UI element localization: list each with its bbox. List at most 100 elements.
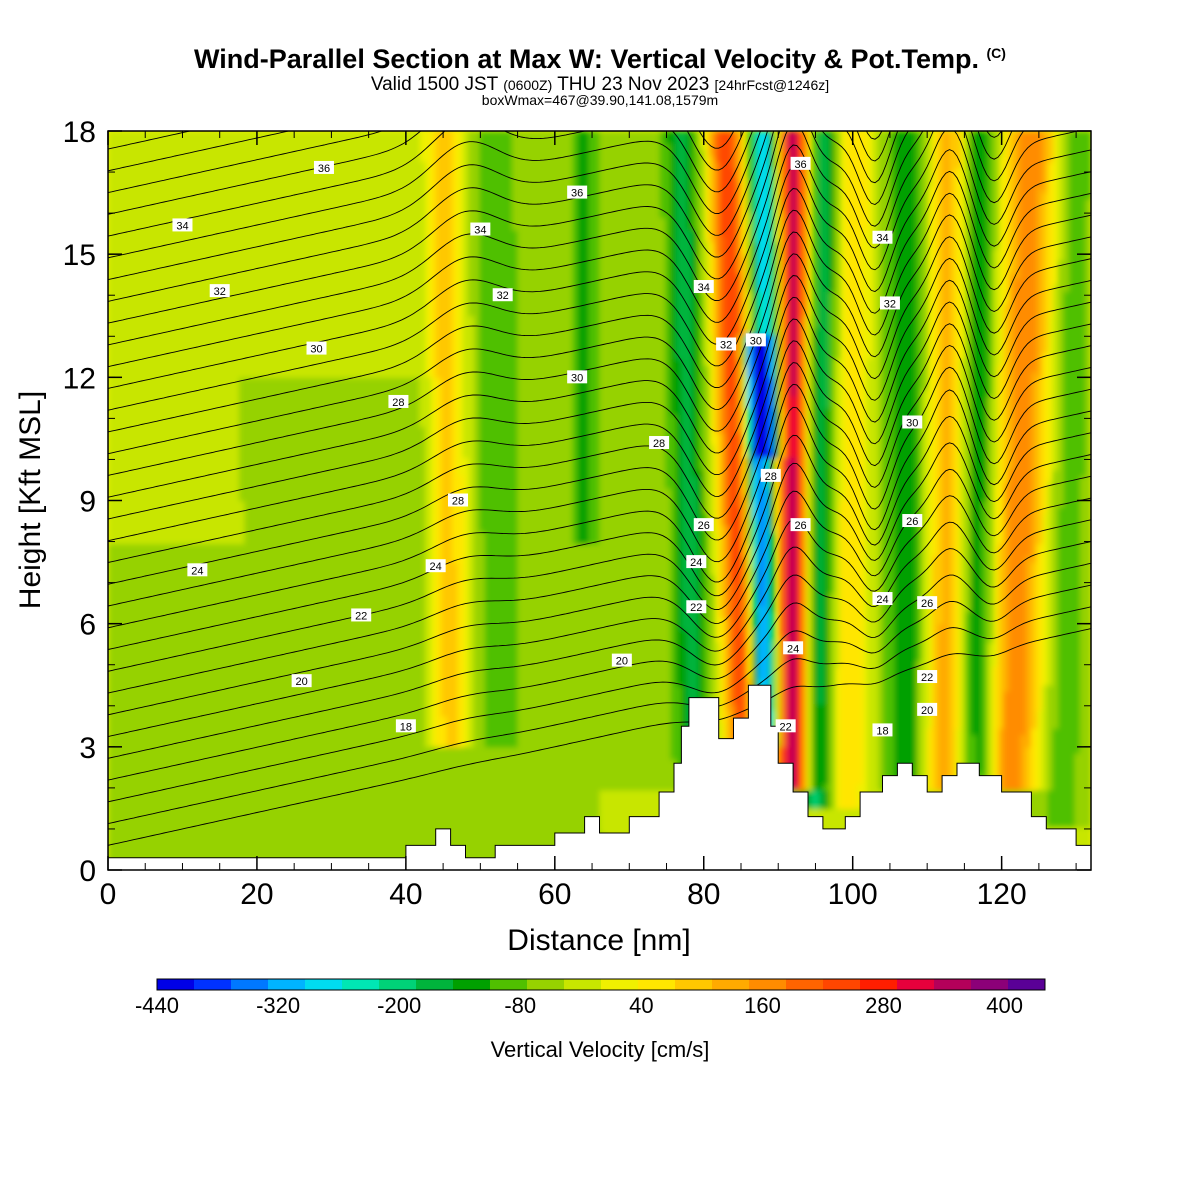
colorbar-swatch <box>305 979 343 990</box>
contour-label: 24 <box>783 641 804 655</box>
colorbar-tick-label: -320 <box>256 993 300 1018</box>
isentrope <box>108 279 1091 520</box>
colorbar-swatch <box>934 979 972 990</box>
colorbar-tick-label: 160 <box>744 993 781 1018</box>
contour-label: 30 <box>306 341 327 356</box>
isentrope <box>108 415 1091 650</box>
colorbar-swatch <box>749 979 787 990</box>
contour-label: 24 <box>686 555 707 569</box>
y-tick-label: 3 <box>79 732 96 765</box>
contour-label: 24 <box>187 563 208 577</box>
contour-label: 34 <box>693 280 714 294</box>
colorbar-swatch <box>231 979 269 990</box>
contour-label: 34 <box>872 230 893 245</box>
y-axis-label: Height [Kft MSL] <box>14 391 47 609</box>
contour-label: 22 <box>351 608 372 622</box>
contour-label: 32 <box>879 296 900 310</box>
isentrope <box>108 468 1091 694</box>
contour-label: 26 <box>693 518 714 532</box>
colorbar-tick-label: 40 <box>629 993 653 1018</box>
isentrope <box>108 236 1091 476</box>
copyright-mark: (C) <box>986 45 1006 61</box>
isentrope <box>108 442 1091 672</box>
isentrope <box>108 323 1091 563</box>
isentrope <box>108 131 193 150</box>
contour-label: 32 <box>716 337 737 351</box>
isentrope <box>108 257 1091 498</box>
valid-prefix: Valid 1500 JST <box>370 74 498 95</box>
valid-zulu: (0600Z) <box>503 77 553 93</box>
isentrope <box>108 131 883 237</box>
colorbar-tick-label: -200 <box>377 993 421 1018</box>
isentrope <box>108 628 1091 846</box>
isentrope <box>108 366 1091 607</box>
contour-label: 36 <box>567 185 588 200</box>
contour-label: 18 <box>872 723 893 737</box>
isentrope <box>108 131 1003 281</box>
colorbar-swatch <box>157 979 195 990</box>
isentrope <box>108 131 1025 324</box>
contour-label: 20 <box>917 702 938 717</box>
isentrope <box>108 495 1091 716</box>
contour-label: 32 <box>209 284 230 298</box>
colorbar-tick-label: -80 <box>504 993 536 1018</box>
colorbar-swatch <box>897 979 935 990</box>
isentrope <box>108 562 1091 781</box>
isentrope <box>108 541 1091 759</box>
isentrope <box>108 584 1091 803</box>
isentrope <box>108 131 735 194</box>
colorbar-swatch <box>416 979 454 990</box>
colorbar-swatch <box>527 979 565 990</box>
contour-labels: 36 36 36 34 34 34 34 32 32 32 32 30 30 30 30 28 28 28 28 26… <box>172 156 938 737</box>
contour-label: 34 <box>470 222 491 237</box>
contour-label: 24 <box>872 592 893 606</box>
colorbar-swatch <box>490 979 528 990</box>
isentrope <box>108 131 1013 302</box>
isentrope <box>108 345 1091 585</box>
contour-label: 26 <box>790 518 811 532</box>
isentrope <box>108 0 1091 127</box>
colorbar-swatch <box>194 979 232 990</box>
colorbar-swatch <box>638 979 676 990</box>
x-tick-label: 100 <box>828 878 878 911</box>
contour-label: 28 <box>649 436 670 450</box>
contour-label: 22 <box>775 719 796 733</box>
y-tick-label: 12 <box>63 362 96 395</box>
colorbar-swatch <box>268 979 306 990</box>
isentrope <box>108 149 1091 389</box>
colorbar-swatch <box>564 979 602 990</box>
isentrope <box>108 131 1081 346</box>
potential-temperature-contours <box>108 0 1091 846</box>
isentrope <box>108 519 1091 738</box>
isentrope <box>108 214 1091 455</box>
y-tick-label: 18 <box>63 116 96 149</box>
contour-label: 36 <box>790 156 811 171</box>
colorbar-tick-label: 400 <box>986 993 1023 1018</box>
colorbar-swatch <box>342 979 380 990</box>
x-tick-label: 80 <box>687 878 720 911</box>
colorbar-swatch <box>601 979 639 990</box>
isentrope <box>108 131 291 172</box>
contour-label: 26 <box>917 596 938 610</box>
contour-label: 30 <box>567 370 588 384</box>
valid-time: Valid 1500 JST (0600Z) THU 23 Nov 2023 [… <box>0 74 1200 96</box>
isentrope <box>108 131 1091 368</box>
x-tick-label: 0 <box>100 878 117 911</box>
contour-label: 28 <box>448 493 469 508</box>
x-tick-label: 60 <box>538 878 571 911</box>
contour-label: 28 <box>388 394 409 409</box>
x-axis-label: Distance [nm] <box>507 924 690 957</box>
contour-label: 34 <box>172 218 193 232</box>
isentrope <box>108 301 1091 542</box>
y-tick-label: 6 <box>79 609 96 642</box>
contour-label: 26 <box>902 514 923 528</box>
colorbar-swatch <box>860 979 898 990</box>
contour-label: 22 <box>917 670 938 684</box>
y-tick-label: 9 <box>79 486 96 519</box>
colorbar-swatch <box>453 979 491 990</box>
colorbar-swatch <box>823 979 861 990</box>
colorbar-label: Vertical Velocity [cm/s] <box>491 1037 710 1062</box>
colorbar-swatch <box>379 979 417 990</box>
isentrope <box>108 131 745 215</box>
